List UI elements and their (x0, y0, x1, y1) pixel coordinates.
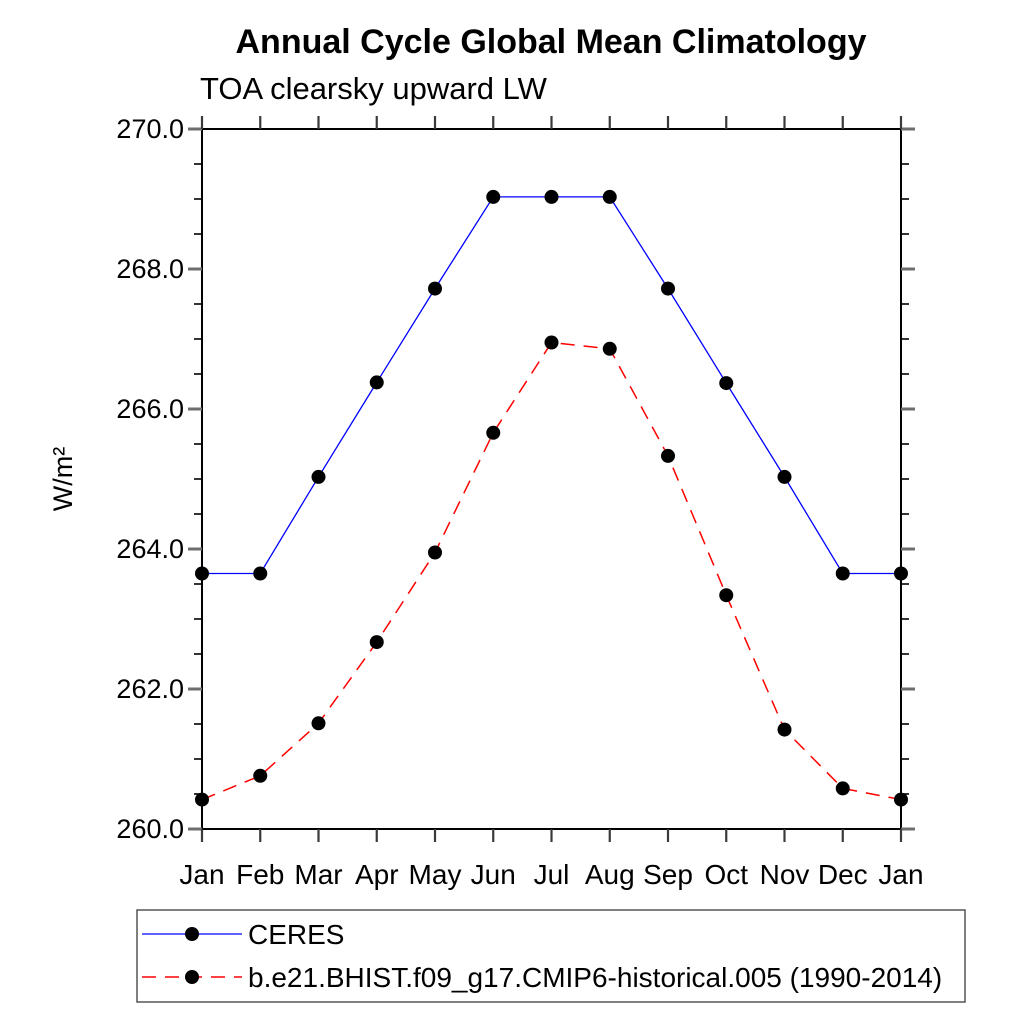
x-tick-label: Nov (760, 859, 810, 890)
data-point (486, 425, 501, 440)
data-point (894, 566, 908, 581)
x-tick-label: Jul (534, 859, 570, 890)
x-tick-label: Feb (236, 859, 284, 890)
y-tick-label: 262.0 (116, 674, 184, 704)
legend-entry-model: b.e21.BHIST.f09_g17.CMIP6-historical.005… (142, 962, 942, 993)
data-point (544, 189, 559, 204)
x-tick-label: May (409, 859, 462, 890)
data-point (894, 792, 908, 807)
y-axis-title: W/m² (48, 447, 78, 511)
x-tick-label: Sep (643, 859, 693, 890)
x-tick-label: Jun (471, 859, 516, 890)
series-line-ceres (202, 196, 901, 575)
x-tick-label: Jan (179, 859, 224, 890)
data-point (486, 189, 501, 204)
axis-frame (201, 128, 902, 830)
y-tick-label: 270.0 (116, 114, 184, 144)
y-tick-label: 266.0 (116, 394, 184, 424)
data-point (719, 376, 734, 391)
data-point (253, 768, 268, 783)
legend-box (136, 909, 966, 1003)
y-tick-label: 264.0 (116, 534, 184, 564)
data-point (602, 189, 617, 204)
data-point (195, 792, 209, 807)
data-point (544, 335, 559, 350)
x-tick-label: Dec (818, 859, 868, 890)
data-point (369, 375, 384, 390)
legend-label: b.e21.BHIST.f09_g17.CMIP6-historical.005… (248, 962, 942, 993)
y-tick-label: 268.0 (116, 254, 184, 284)
data-point (253, 566, 268, 581)
data-point (311, 469, 326, 484)
data-point (835, 781, 850, 796)
data-point (369, 635, 384, 650)
data-point (602, 341, 617, 356)
data-point (835, 566, 850, 581)
legend-marker (185, 927, 199, 941)
data-point (777, 469, 792, 484)
x-tick-label: Apr (355, 859, 399, 890)
legend-marker (185, 970, 199, 984)
legend: CERES b.e21.BHIST.f09_g17.CMIP6-historica… (136, 909, 966, 1003)
data-point (661, 281, 675, 296)
data-point (428, 545, 442, 560)
chart-subtitle: TOA clearsky upward LW (200, 71, 548, 106)
series-line-model (201, 341, 902, 801)
plot-area: 260.0 262.0 264.0 266.0 268.0 270.0 Jan Feb Mar A… (116, 114, 923, 890)
x-tick-label: Mar (294, 859, 342, 890)
data-point (428, 281, 442, 296)
x-tick-label: Oct (704, 859, 748, 890)
y-tick-label: 260.0 (116, 814, 184, 844)
data-point (661, 448, 675, 463)
legend-label: CERES (248, 919, 344, 950)
legend-entry-ceres: CERES (142, 919, 344, 950)
x-tick-label: Jan (878, 859, 923, 890)
data-point (777, 722, 792, 737)
chart-title: Annual Cycle Global Mean Climatology (236, 23, 867, 61)
data-point (311, 716, 326, 731)
data-point (719, 588, 734, 603)
data-point (195, 566, 209, 581)
x-tick-label: Aug (585, 859, 635, 890)
